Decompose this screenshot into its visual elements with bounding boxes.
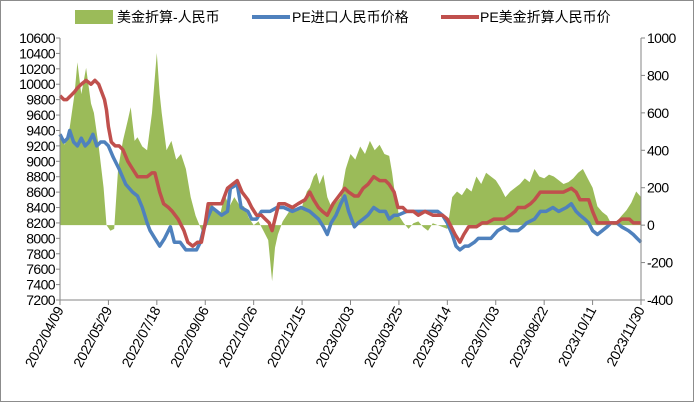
right-tick-label: 600 — [647, 105, 669, 121]
left-tick-label: 8000 — [26, 230, 56, 246]
legend-label-spread: 美金折算-人民币 — [117, 9, 220, 25]
series-line-usd — [58, 78, 641, 248]
legend: 美金折算-人民币 PE进口人民币价格 PE美金折算人民币价 — [75, 9, 611, 25]
left-tick-label: 9600 — [26, 107, 56, 123]
left-tick-label: 7400 — [26, 277, 56, 293]
left-tick-label: 7200 — [26, 292, 56, 308]
left-tick-label: 8600 — [26, 184, 56, 200]
left-tick-label: 10600 — [19, 30, 56, 46]
right-tick-label: 400 — [647, 142, 669, 158]
left-tick-label: 10200 — [19, 61, 56, 77]
left-tick-label: 10000 — [19, 76, 56, 92]
left-tick-label: 7600 — [26, 261, 56, 277]
legend-label-usd: PE美金折算人民币价 — [480, 9, 611, 25]
left-tick-label: 10400 — [19, 45, 56, 61]
plot-area — [58, 53, 643, 282]
left-tick-label: 9800 — [26, 92, 56, 108]
left-tick-label: 8400 — [26, 200, 56, 216]
right-tick-label: 1000 — [647, 30, 677, 46]
series-line-import — [58, 128, 643, 252]
right-tick-label: -200 — [647, 255, 673, 271]
left-tick-label: 7800 — [26, 246, 56, 262]
left-tick-label: 9000 — [26, 153, 56, 169]
legend-swatch-spread — [75, 10, 113, 24]
right-tick-label: -400 — [647, 292, 673, 308]
right-tick-label: 200 — [647, 180, 669, 196]
left-tick-label: 8200 — [26, 215, 56, 231]
left-tick-label: 9200 — [26, 138, 56, 154]
right-tick-label: 800 — [647, 67, 669, 83]
legend-label-import: PE进口人民币价格 — [292, 9, 409, 25]
left-tick-label: 8800 — [26, 169, 56, 185]
right-tick-label: 0 — [647, 217, 655, 233]
left-tick-label: 9400 — [26, 122, 56, 138]
